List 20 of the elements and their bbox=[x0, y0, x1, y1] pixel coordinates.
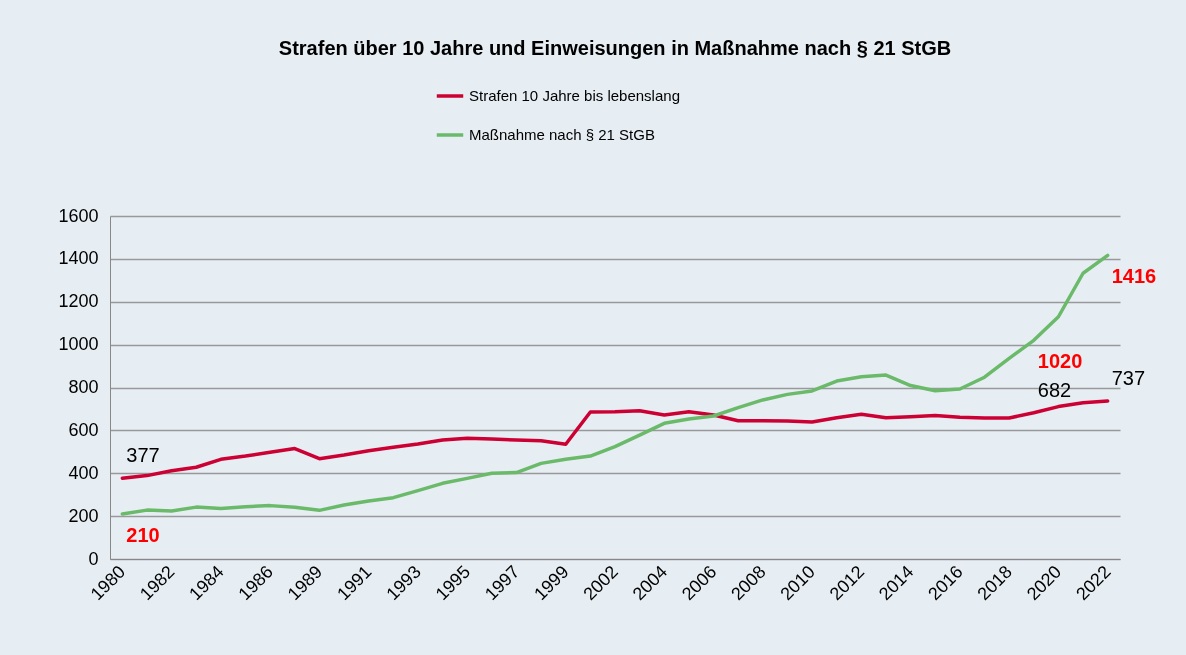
y-tick-label: 0 bbox=[88, 548, 99, 569]
data-label: 737 bbox=[1111, 367, 1146, 390]
legend-label: Strafen 10 Jahre bis lebenslang bbox=[469, 87, 680, 104]
data-label: 1020 bbox=[1037, 350, 1083, 373]
data-label: 210 bbox=[126, 523, 160, 546]
legend-label: Maßnahme nach § 21 StGB bbox=[469, 126, 655, 143]
y-tick-label: 1200 bbox=[58, 291, 99, 312]
chart-title: Strafen über 10 Jahre und Einweisungen in Maßnahme nach § 21 StGB bbox=[278, 37, 952, 59]
y-tick-label: 1400 bbox=[58, 248, 99, 269]
y-tick-label: 400 bbox=[68, 462, 99, 483]
y-tick-label: 600 bbox=[68, 419, 99, 440]
data-label: 377 bbox=[126, 444, 160, 467]
data-label: 1416 bbox=[1111, 265, 1157, 288]
y-tick-label: 1000 bbox=[58, 334, 99, 355]
line-series bbox=[120, 253, 1110, 516]
y-tick-label: 800 bbox=[68, 377, 99, 397]
line-series bbox=[120, 399, 1110, 480]
y-tick-label: 200 bbox=[68, 505, 99, 526]
y-tick-label: 1600 bbox=[58, 205, 99, 226]
data-label: 682 bbox=[1037, 378, 1072, 401]
